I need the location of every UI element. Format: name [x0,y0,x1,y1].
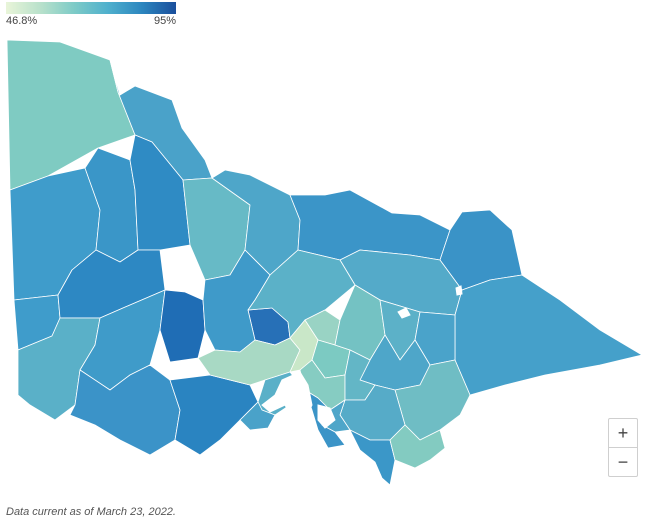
region-east-gippsland[interactable] [454,274,643,396]
region-geelong[interactable] [239,401,276,431]
zoom-in-button[interactable]: + [617,423,629,443]
region-pyrenees[interactable] [202,249,271,353]
legend-max-label: 95% [153,15,176,27]
zoom-controls: + − [608,418,638,477]
legend-min-label: 46.8% [6,15,38,27]
lake [397,307,411,319]
western-port [317,404,336,429]
legend-gradient-bar [6,2,176,14]
data-date-footnote: Data current as of March 23, 2022. [6,506,176,518]
regions-layer[interactable] [6,39,643,486]
region-corangamite[interactable] [69,364,181,456]
color-legend: 46.8% 95% [6,2,176,29]
zoom-out-button[interactable]: − [609,447,637,476]
port-phillip-bay [261,371,313,421]
region-coastal-east[interactable] [389,424,446,469]
region-border-northeast[interactable] [289,189,451,261]
region-north-mallee[interactable] [109,59,213,181]
region-wilsons-prom[interactable] [349,429,396,486]
legend-labels: 46.8% 95% [6,15,176,29]
region-ballarat[interactable] [159,289,206,363]
lake-northeast [455,285,463,296]
